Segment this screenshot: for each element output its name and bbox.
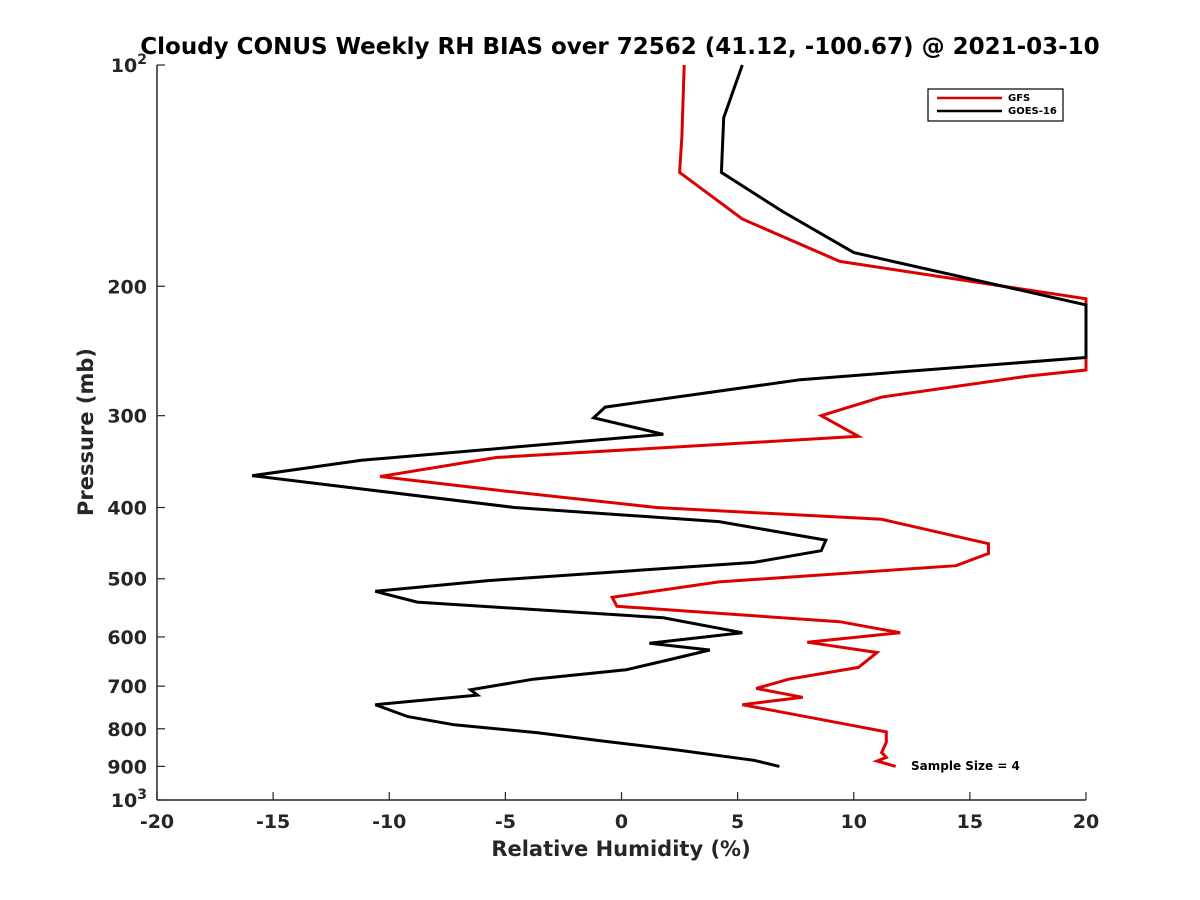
x-tick-label: -15 — [256, 811, 290, 833]
x-tick-label: 15 — [957, 811, 983, 833]
x-tick-label: 5 — [731, 811, 744, 833]
series-line-goes16 — [251, 64, 1088, 768]
y-tick-label: 102 — [111, 52, 147, 77]
legend-label-gfs: GFS — [1008, 93, 1030, 104]
x-tick-label: -10 — [372, 811, 406, 833]
chart-title: Cloudy CONUS Weekly RH BIAS over 72562 (… — [140, 34, 1099, 60]
y-tick-label: 600 — [107, 627, 147, 649]
sample-size-annotation: Sample Size = 4 — [911, 759, 1020, 773]
x-tick-label: -5 — [495, 811, 516, 833]
y-axis-ticks: 102 200 300 400 500 600 700 800 900 103 — [107, 52, 165, 812]
legend: GFS GOES-16 — [927, 88, 1064, 122]
x-tick-label: 0 — [615, 811, 628, 833]
y-tick-label: 500 — [107, 569, 147, 591]
plot-area — [156, 65, 1086, 801]
y-tick-label: 103 — [111, 787, 147, 812]
y-tick-label: 200 — [107, 276, 147, 298]
x-axis-label: Relative Humidity (%) — [491, 837, 750, 861]
x-axis-ticks: -20 -15 -10 -5 0 5 10 15 20 — [140, 792, 1099, 833]
y-tick-label: 300 — [107, 406, 147, 428]
y-tick-label: 700 — [107, 676, 147, 698]
legend-label-goes16: GOES-16 — [1008, 106, 1057, 117]
series-layer — [251, 64, 1088, 768]
y-tick-label: 900 — [107, 756, 147, 778]
y-tick-label: 400 — [107, 498, 147, 520]
y-tick-label: 800 — [107, 719, 147, 741]
y-axis-label: Pressure (mb) — [74, 348, 98, 516]
legend-box — [927, 88, 1064, 122]
series-line-gfs — [379, 64, 1088, 768]
x-tick-label: 20 — [1073, 811, 1099, 833]
x-tick-label: 10 — [841, 811, 867, 833]
x-tick-label: -20 — [140, 811, 174, 833]
